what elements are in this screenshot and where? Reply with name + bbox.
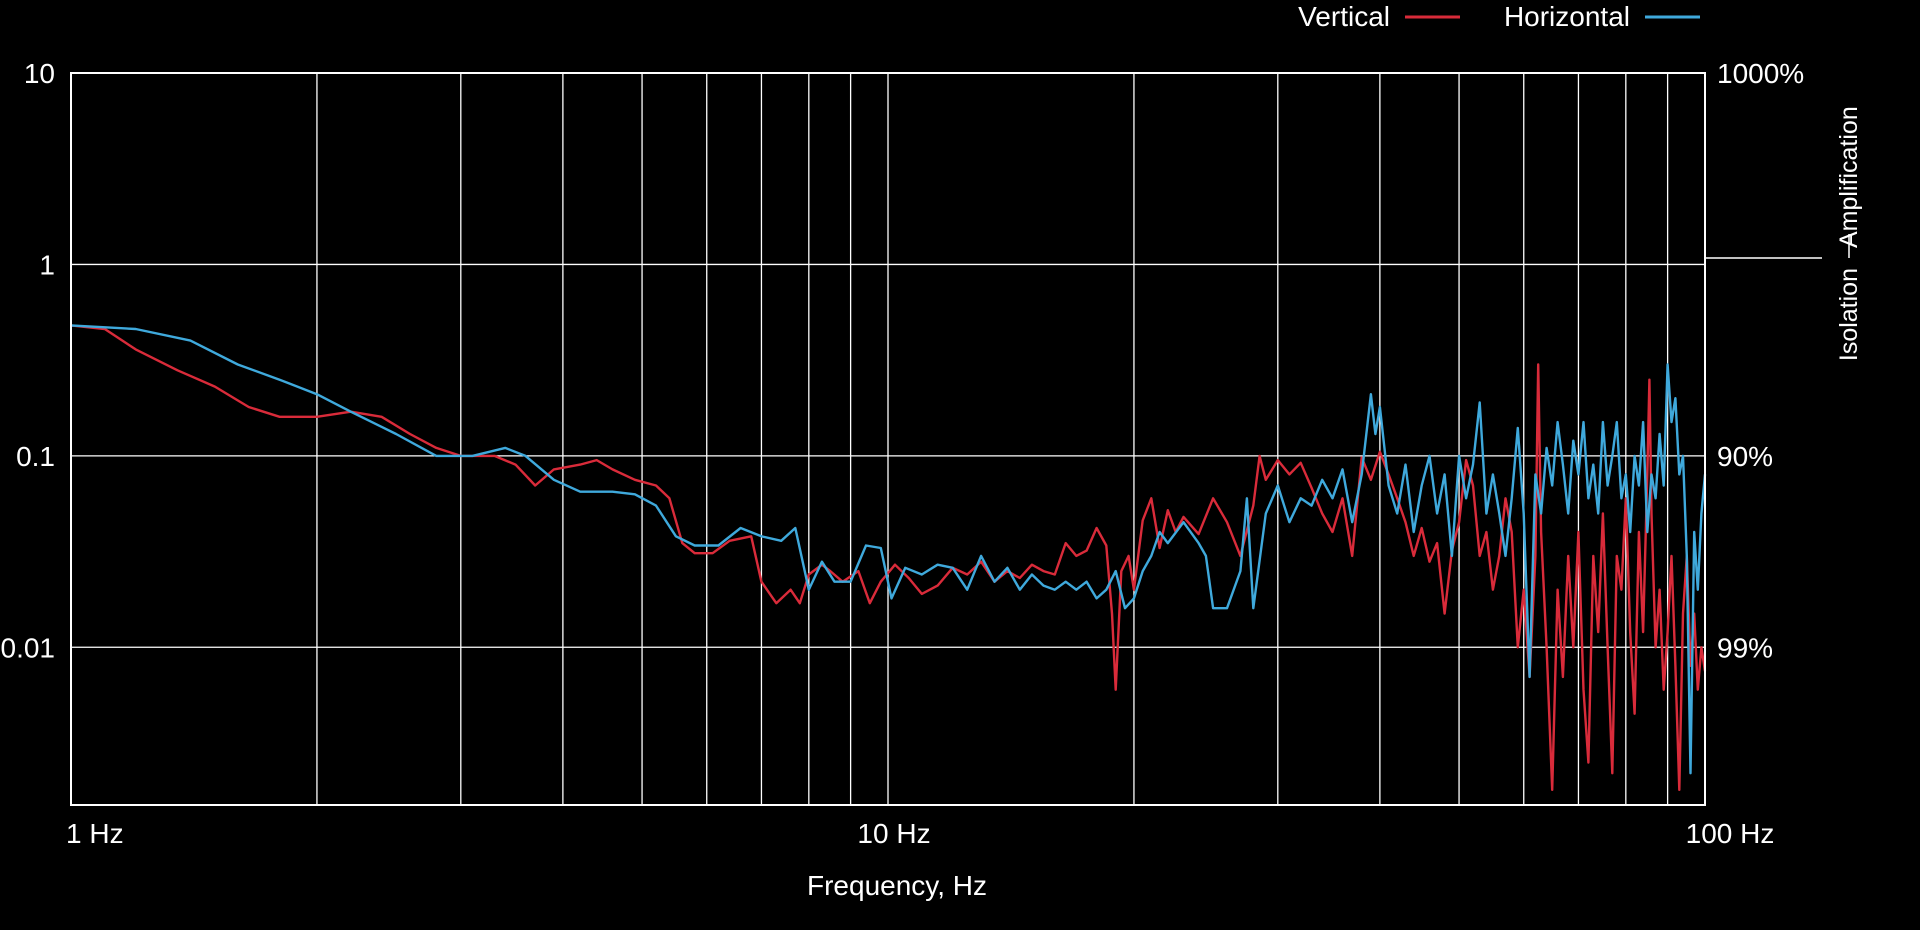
legend: Vertical Horizontal: [1298, 1, 1700, 32]
y-tick-label: 0.01: [1, 632, 56, 663]
right-tick-labels: 1000% 90% 99%: [1717, 58, 1804, 663]
right-tick-label: 99%: [1717, 632, 1773, 663]
isolation-label: Isolation: [1835, 268, 1863, 361]
plot-frame: [70, 72, 1706, 806]
legend-label-horizontal: Horizontal: [1504, 1, 1630, 32]
x-tick-label: 100 Hz: [1686, 818, 1775, 849]
y-tick-labels: 10 1 0.1 0.01: [1, 58, 56, 663]
x-axis-title: Frequency, Hz: [807, 870, 987, 901]
x-tick-label: 1 Hz: [66, 818, 124, 849]
x-tick-label: 10 Hz: [857, 818, 930, 849]
y-tick-label: 10: [24, 58, 55, 89]
legend-label-vertical: Vertical: [1298, 1, 1390, 32]
grid: [71, 73, 1705, 805]
amplification-label: Amplification: [1835, 106, 1863, 248]
x-tick-labels: 1 Hz 10 Hz 100 Hz: [66, 818, 1774, 849]
y-tick-label: 1: [39, 249, 55, 280]
series-line-horizontal: [70, 324, 1707, 775]
right-tick-label: 90%: [1717, 441, 1773, 472]
right-tick-label: 1000%: [1717, 58, 1804, 89]
y-tick-label: 0.1: [16, 441, 55, 472]
series-line-vertical: [70, 324, 1707, 791]
series-lines: [70, 324, 1707, 791]
